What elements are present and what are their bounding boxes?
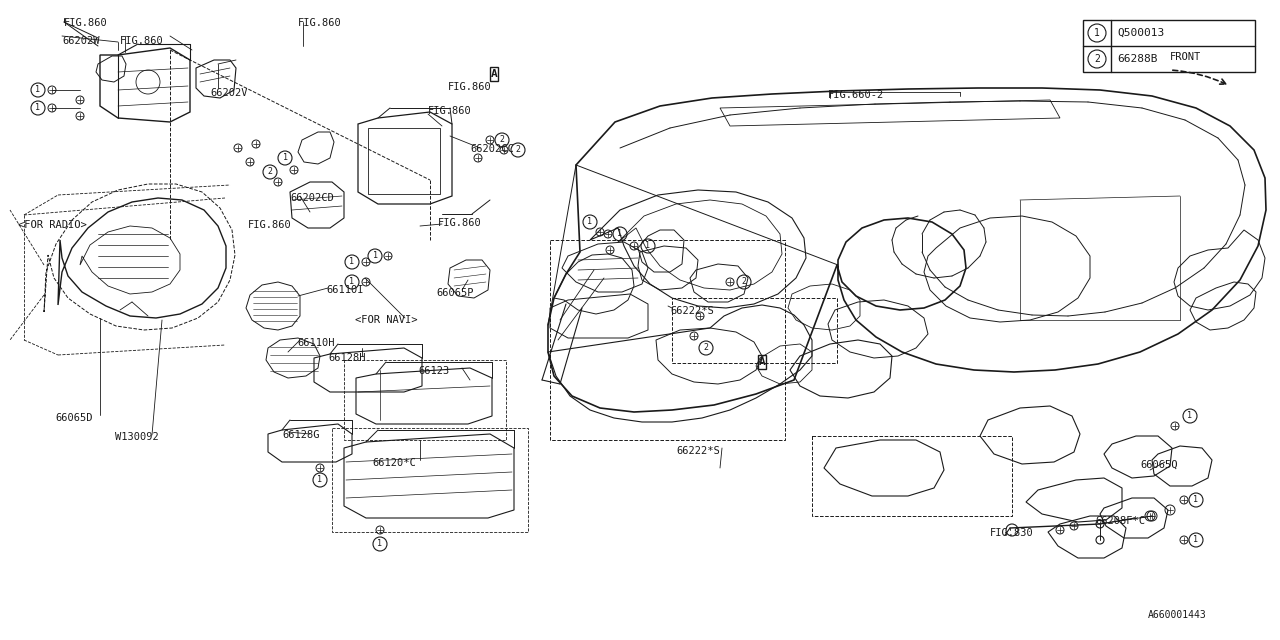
Text: FRONT: FRONT: [1170, 52, 1201, 62]
Text: 2: 2: [268, 168, 273, 177]
Text: 66123: 66123: [419, 366, 449, 376]
Text: 2: 2: [1094, 54, 1100, 64]
Text: 1: 1: [317, 476, 323, 484]
Text: 1: 1: [349, 257, 355, 266]
Text: A: A: [759, 357, 765, 367]
Text: FIG.830: FIG.830: [989, 528, 1034, 538]
Text: 66222*S: 66222*S: [669, 306, 714, 316]
Text: 66202CD: 66202CD: [291, 193, 334, 203]
Text: FIG.860: FIG.860: [438, 218, 481, 228]
Text: FIG.860: FIG.860: [298, 18, 342, 28]
Text: 1: 1: [588, 218, 593, 227]
Text: <FOR RADIO>: <FOR RADIO>: [18, 220, 87, 230]
Text: 66065D: 66065D: [55, 413, 92, 423]
Text: 66208F*C: 66208F*C: [1094, 516, 1146, 526]
Text: 66288B: 66288B: [1117, 54, 1157, 64]
Text: FIG.860: FIG.860: [448, 82, 492, 92]
Text: 66128H: 66128H: [328, 353, 366, 363]
Text: 1: 1: [372, 252, 378, 260]
Text: FIG.860: FIG.860: [64, 18, 108, 28]
Text: 66110H: 66110H: [297, 338, 334, 348]
Text: 1: 1: [1094, 28, 1100, 38]
Bar: [812, 436, 1012, 516]
Bar: [332, 428, 529, 532]
Text: 66065Q: 66065Q: [1140, 460, 1178, 470]
Text: 66202V: 66202V: [210, 88, 247, 98]
Text: 66202W: 66202W: [61, 36, 100, 46]
Text: 66222*S: 66222*S: [676, 446, 719, 456]
Text: 66128G: 66128G: [282, 430, 320, 440]
Text: 1: 1: [349, 278, 355, 287]
Text: 1: 1: [1188, 412, 1193, 420]
Text: 1: 1: [1193, 495, 1198, 504]
Text: A: A: [490, 69, 498, 79]
Bar: [672, 298, 837, 363]
Text: 66202CC: 66202CC: [470, 144, 513, 154]
Text: FIG.860: FIG.860: [248, 220, 292, 230]
Bar: [758, 355, 767, 369]
Text: 66110I: 66110I: [326, 285, 364, 295]
Text: A660001443: A660001443: [1148, 610, 1207, 620]
Text: 1: 1: [645, 241, 650, 250]
Text: 2: 2: [499, 136, 504, 145]
Text: 66120*C: 66120*C: [372, 458, 416, 468]
Text: FIG.860: FIG.860: [120, 36, 164, 46]
Text: 1: 1: [36, 104, 41, 113]
Text: 1: 1: [378, 540, 383, 548]
Text: FIG.660-2: FIG.660-2: [828, 90, 884, 100]
Bar: [550, 240, 785, 440]
Text: W130092: W130092: [115, 432, 159, 442]
Text: 1: 1: [1193, 536, 1198, 545]
Text: Q500013: Q500013: [1117, 28, 1165, 38]
Text: 1: 1: [283, 154, 288, 163]
Bar: [489, 67, 498, 81]
Text: 66065P: 66065P: [436, 288, 474, 298]
Text: 1: 1: [617, 230, 622, 239]
Text: <FOR NAVI>: <FOR NAVI>: [355, 315, 417, 325]
Text: FIG.860: FIG.860: [428, 106, 472, 116]
Bar: [369, 128, 440, 194]
Text: 2: 2: [704, 344, 709, 353]
Text: 2: 2: [741, 278, 746, 287]
Bar: [344, 360, 506, 440]
Text: 1: 1: [36, 86, 41, 95]
Text: 2: 2: [516, 145, 521, 154]
Bar: [1083, 20, 1254, 72]
